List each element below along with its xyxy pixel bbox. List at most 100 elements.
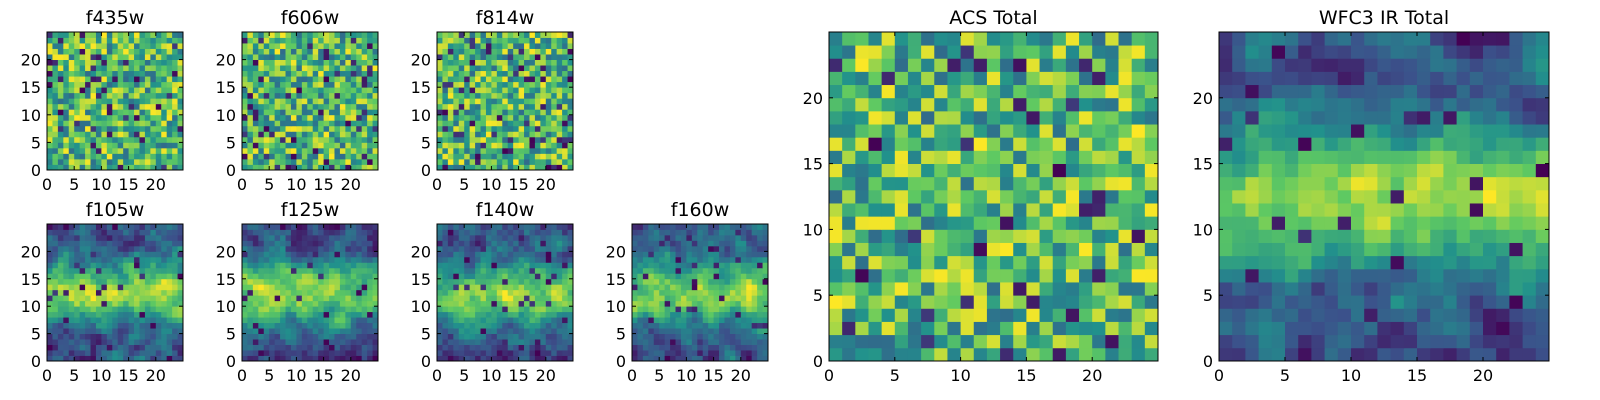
heatmap-cell	[372, 234, 379, 241]
heatmap-cell	[177, 32, 184, 38]
heatmap-cell	[166, 48, 173, 55]
heatmap-cell	[177, 37, 184, 44]
heatmap-cell	[57, 350, 64, 356]
heatmap-cell	[101, 333, 108, 340]
heatmap-cell	[85, 273, 91, 280]
heatmap-cell	[507, 322, 514, 329]
heatmap-cell	[144, 131, 151, 138]
heatmap-cell	[1052, 216, 1067, 230]
heatmap-cell	[52, 295, 59, 302]
heatmap-cell	[296, 48, 303, 55]
heatmap-cell	[263, 136, 270, 143]
heatmap-cell	[318, 153, 324, 160]
heatmap-cell	[177, 142, 184, 149]
heatmap-cell	[713, 350, 720, 356]
heatmap-cell	[442, 109, 449, 116]
heatmap-cell	[128, 278, 135, 285]
heatmap-cell	[372, 65, 379, 72]
heatmap-cell	[1052, 176, 1067, 191]
heatmap-cell	[475, 245, 481, 252]
heatmap-cell	[464, 322, 471, 329]
heatmap-cell	[74, 284, 81, 291]
heatmap-cell	[447, 81, 454, 88]
heatmap-cell	[881, 255, 896, 270]
heatmap-cell	[68, 76, 75, 83]
heatmap-cell	[345, 125, 352, 132]
heatmap-cell	[252, 131, 259, 138]
heatmap-cell	[350, 98, 357, 105]
heatmap-cell	[356, 48, 363, 55]
heatmap-cell	[242, 339, 248, 345]
heatmap-cell	[312, 229, 319, 236]
heatmap-cell	[507, 328, 514, 334]
heatmap-cell	[437, 289, 443, 296]
heatmap-cell	[242, 59, 248, 66]
heatmap-cell	[713, 295, 720, 302]
heatmap-cell	[106, 164, 113, 171]
heatmap-cell	[247, 153, 254, 160]
heatmap-cell	[724, 224, 731, 230]
heatmap-cell	[469, 120, 476, 127]
heatmap-cell	[95, 262, 102, 269]
heatmap-cell	[312, 158, 319, 165]
heatmap-cell	[144, 164, 151, 171]
heatmap-cell	[269, 267, 276, 274]
heatmap-cell	[496, 350, 503, 356]
heatmap-cell	[534, 136, 541, 143]
heatmap-cell	[356, 240, 363, 247]
heatmap-cell	[524, 103, 530, 110]
heatmap-cell	[285, 350, 292, 356]
heatmap-cell	[751, 256, 758, 263]
heatmap-cell	[675, 355, 682, 362]
heatmap-cell	[172, 153, 178, 160]
heatmap-cell	[648, 306, 655, 313]
heatmap-cell	[480, 164, 487, 171]
heatmap-cell	[442, 333, 449, 340]
heatmap-cell	[106, 344, 113, 351]
heatmap-cell	[1092, 255, 1106, 270]
heatmap-cell	[263, 109, 270, 116]
heatmap-cell	[921, 255, 935, 270]
heatmap-cell	[172, 98, 178, 105]
heatmap-cell	[79, 322, 86, 329]
heatmap-cell	[85, 322, 91, 329]
heatmap-cell	[762, 273, 769, 280]
heatmap-cell	[1013, 282, 1027, 296]
heatmap-cell	[57, 333, 64, 340]
heatmap-cell	[301, 164, 308, 171]
heatmap-cell	[740, 350, 747, 356]
heatmap-cell	[95, 339, 102, 345]
heatmap-cell	[47, 142, 53, 149]
heatmap-cell	[339, 59, 346, 66]
heatmap-cell	[496, 240, 503, 247]
heatmap-cell	[263, 306, 270, 313]
heatmap-cell	[47, 224, 53, 230]
heatmap-cell	[829, 203, 843, 217]
heatmap-cell	[161, 240, 168, 247]
heatmap-cell	[562, 278, 568, 285]
heatmap-cell	[47, 251, 53, 258]
heatmap-cell	[491, 65, 498, 72]
heatmap-cell	[502, 328, 509, 334]
heatmap-cell	[551, 306, 558, 313]
heatmap-cell	[79, 87, 86, 94]
heatmap-cell	[562, 306, 568, 313]
heatmap-cell	[339, 48, 346, 55]
heatmap-cell	[307, 153, 314, 160]
heatmap-cell	[545, 164, 552, 171]
heatmap-cell	[68, 37, 75, 44]
heatmap-cell	[85, 350, 91, 356]
heatmap-cell	[242, 54, 248, 60]
heatmap-cell	[134, 59, 140, 66]
heatmap-cell	[301, 229, 308, 236]
heatmap-cell	[134, 103, 140, 110]
heatmap-cell	[106, 37, 113, 44]
heatmap-cell	[691, 328, 698, 334]
heatmap-cell	[90, 355, 97, 362]
heatmap-cell	[57, 103, 64, 110]
heatmap-cell	[480, 54, 487, 60]
heatmap-cell	[323, 59, 330, 66]
heatmap-cell	[567, 164, 574, 171]
heatmap-cell	[301, 224, 308, 230]
